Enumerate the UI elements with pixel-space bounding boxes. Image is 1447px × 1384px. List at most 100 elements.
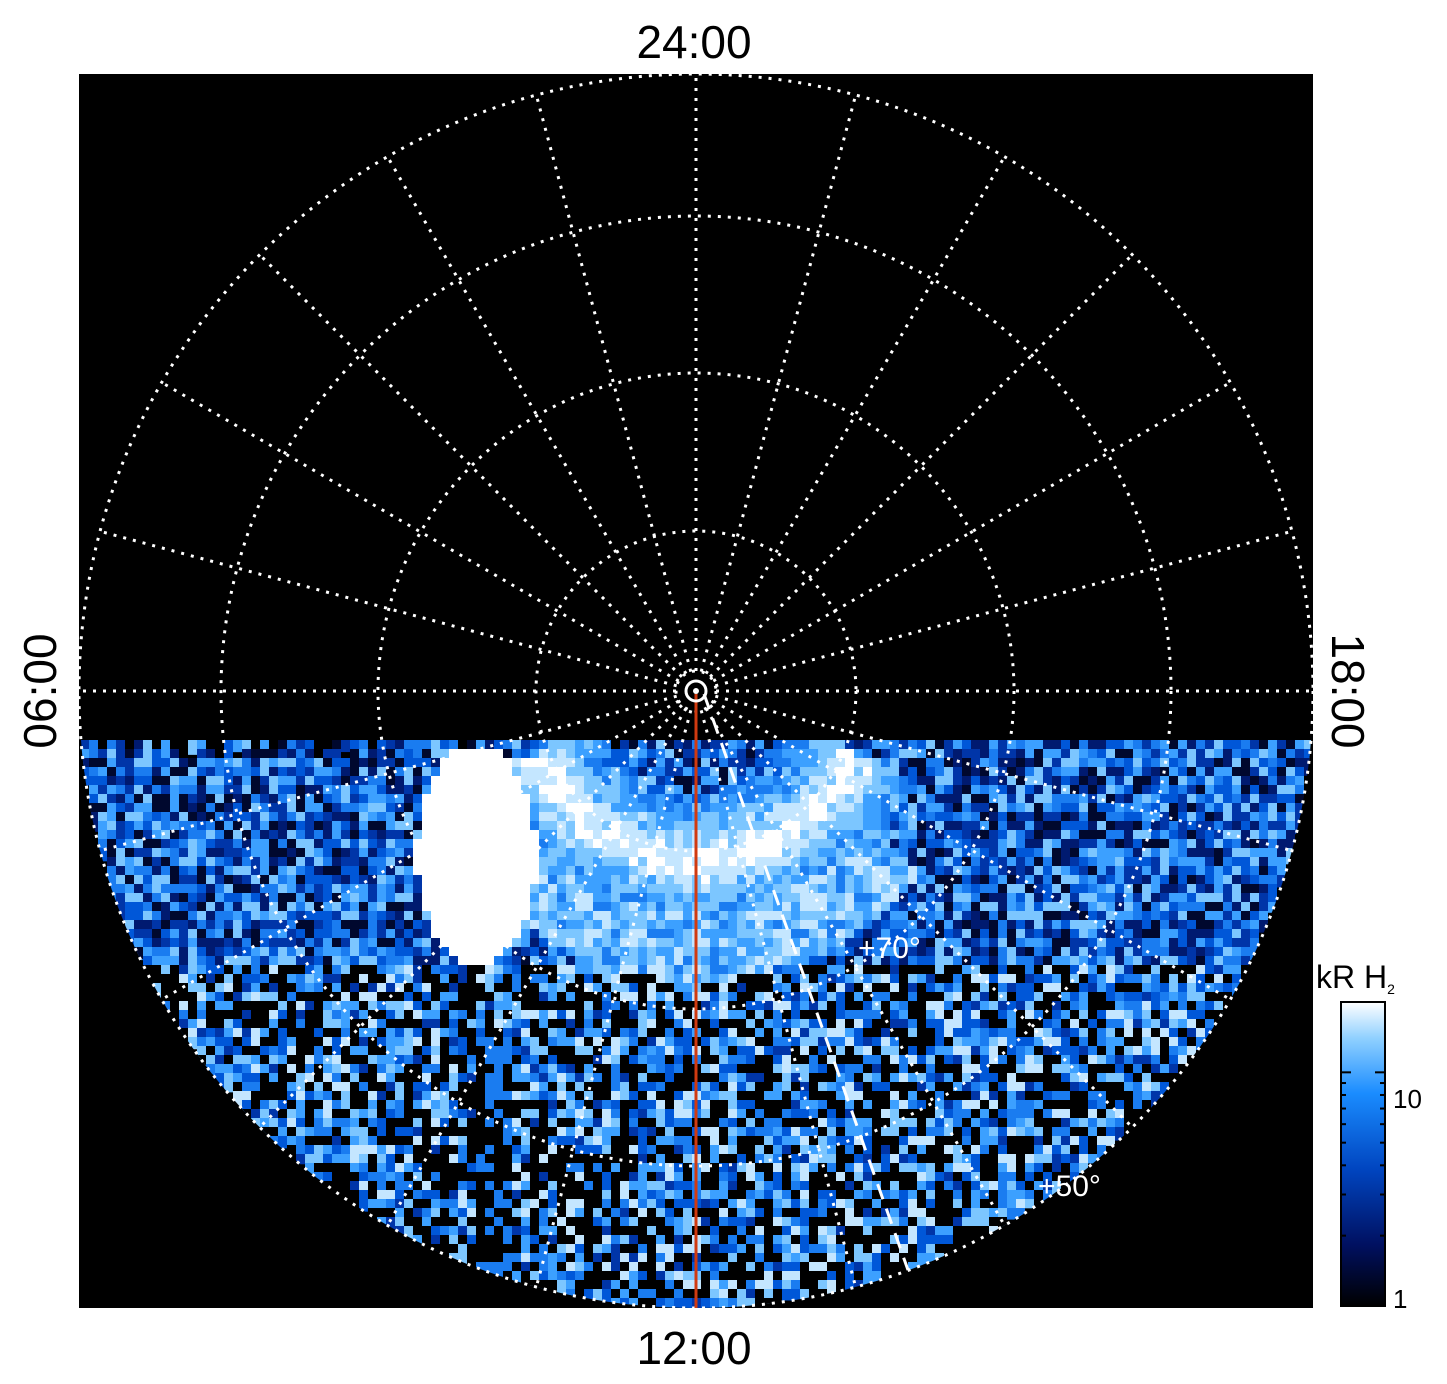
emission-cell [413,821,422,837]
emission-cell [1133,830,1142,848]
emission-cell [1061,992,1070,1009]
emission-cell [260,974,269,984]
emission-cell [422,893,431,904]
emission-cell [989,821,998,839]
emission-cell [485,1082,494,1093]
emission-cell [845,839,854,854]
emission-cell [467,911,476,922]
emission-cell [872,1028,881,1041]
emission-cell [1250,812,1259,823]
emission-cell [611,1001,620,1016]
emission-cell [1124,785,1133,795]
emission-cell [719,785,728,798]
emission-cell [350,1091,359,1103]
emission-cell [485,1001,494,1015]
emission-cell [602,866,611,880]
emission-cell [1142,974,1151,987]
emission-cell [1178,893,1187,909]
emission-cell [1106,830,1115,843]
emission-cell [116,767,125,783]
emission-cell [1214,857,1223,868]
emission-cell [539,767,548,782]
emission-cell [782,992,791,1004]
emission-cell [377,1064,386,1078]
emission-cell [107,812,116,829]
emission-cell [1259,830,1268,846]
emission-cell [710,1055,719,1068]
emission-cell [656,1073,665,1085]
emission-cell [413,749,422,766]
emission-cell [1052,983,1061,1001]
emission-cell [926,1064,935,1075]
emission-cell [1061,974,1070,987]
emission-cell [1007,785,1016,801]
emission-cell [287,1046,296,1062]
emission-cell [341,857,350,867]
emission-cell [656,893,665,911]
emission-cell [152,956,161,968]
emission-cell [206,911,215,922]
emission-cell [1169,767,1178,779]
emission-cell [845,893,854,910]
emission-cell [179,758,188,769]
emission-cell [1250,857,1259,874]
emission-cell [1025,794,1034,810]
emission-cell [89,776,98,792]
emission-cell [1187,749,1196,767]
emission-cell [611,758,620,768]
emission-cell [818,875,827,886]
emission-cell [539,875,548,893]
emission-cell [377,812,386,828]
emission-cell [332,1073,341,1084]
emission-cell [782,821,791,833]
emission-cell [404,1037,413,1051]
emission-cell [323,803,332,818]
emission-cell [782,1028,791,1042]
emission-cell [566,965,575,978]
emission-cell [548,758,557,768]
emission-cell [368,857,377,867]
emission-cell [773,1046,782,1057]
emission-cell [107,866,116,881]
emission-cell [278,956,287,971]
emission-cell [1160,839,1169,854]
emission-cell [935,1019,944,1035]
emission-cell [1043,1082,1052,1099]
emission-cell [827,974,836,989]
emission-cell [701,785,710,802]
emission-cell [1169,956,1178,973]
emission-cell [971,758,980,772]
emission-cell [674,857,683,869]
emission-cell [998,1028,1007,1038]
emission-cell [647,1073,656,1090]
emission-cell [854,749,863,760]
emission-cell [287,1001,296,1019]
emission-cell [350,965,359,982]
emission-cell [368,1010,377,1026]
emission-cell [737,929,746,944]
emission-cell [1187,785,1196,802]
emission-cell [368,938,377,956]
emission-cell [782,740,791,758]
emission-cell [1232,884,1241,894]
emission-cell [935,830,944,840]
emission-cell [521,821,530,837]
emission-cell [917,983,926,995]
emission-cell [755,1019,764,1032]
emission-cell [791,1001,800,1013]
emission-cell [575,1001,584,1011]
emission-cell [1151,1073,1160,1087]
emission-cell [143,821,152,833]
emission-cell [449,920,458,938]
emission-cell [161,803,170,815]
emission-cell [404,1028,413,1038]
emission-cell [1052,1055,1061,1070]
emission-cell [773,875,782,891]
emission-cell [1187,1046,1196,1056]
emission-cell [989,839,998,852]
emission-cell [1178,857,1187,873]
emission-cell [1052,875,1061,889]
emission-cell [224,938,233,949]
emission-cell [323,938,332,955]
emission-cell [530,902,539,914]
